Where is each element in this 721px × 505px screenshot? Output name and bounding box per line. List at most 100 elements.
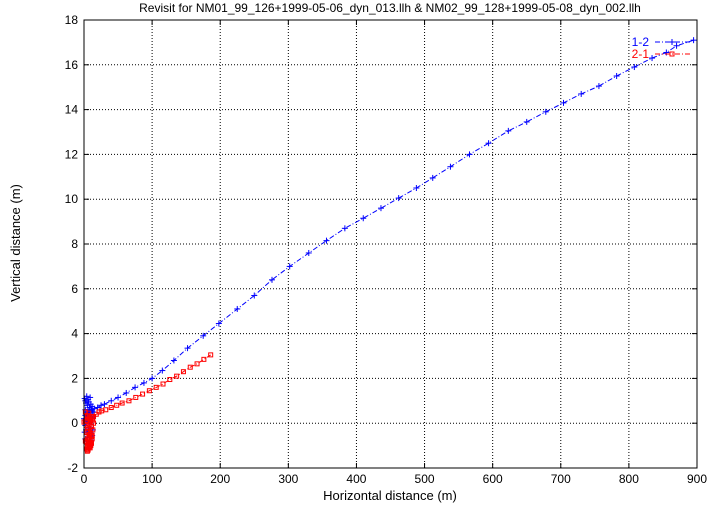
data-point xyxy=(560,99,567,106)
data-point xyxy=(523,118,530,125)
data-point xyxy=(160,381,166,387)
data-point xyxy=(153,384,159,390)
data-point xyxy=(413,185,420,191)
data-point xyxy=(89,403,96,410)
data-point xyxy=(184,345,191,352)
y-tick-label: 12 xyxy=(65,147,79,161)
y-axis-label: Vertical distance (m) xyxy=(8,184,23,302)
x-tick-label: 200 xyxy=(210,472,230,486)
data-point xyxy=(268,276,275,283)
data-point xyxy=(429,174,436,181)
data-point xyxy=(447,163,454,170)
legend-marker xyxy=(669,39,675,45)
grid xyxy=(83,19,698,469)
x-tick-label: 500 xyxy=(415,472,435,486)
tick-labels: 0 100 200 300 400 500 600 700 800 900-20246810121… xyxy=(65,13,708,486)
data-point xyxy=(200,332,207,339)
data-point xyxy=(323,237,330,244)
data-point xyxy=(305,249,312,256)
data-point xyxy=(140,379,147,386)
data-point xyxy=(360,215,367,222)
data-point xyxy=(133,394,139,400)
data-point xyxy=(146,388,152,394)
y-tick-label: 4 xyxy=(71,327,78,341)
series-1 xyxy=(81,37,697,422)
data-point xyxy=(201,356,207,362)
x-tick-label: 400 xyxy=(346,472,366,486)
y-tick-label: 6 xyxy=(71,282,78,296)
legend-label: 1-2 xyxy=(632,35,650,49)
x-tick-label: 900 xyxy=(687,472,707,486)
data-point xyxy=(251,292,258,299)
data-point xyxy=(377,205,384,212)
legend-marker xyxy=(669,51,675,57)
data-point xyxy=(101,401,108,408)
data-point xyxy=(234,305,241,312)
data-point xyxy=(395,195,402,202)
chart-title: Revisit for NM01_99_126+1999-05-06_dyn_0… xyxy=(139,1,641,15)
data-point xyxy=(595,83,602,90)
data-point xyxy=(87,394,94,401)
series-4 xyxy=(82,409,97,454)
data-point xyxy=(88,424,94,430)
x-tick-label: 600 xyxy=(483,472,503,486)
x-tick-label: 100 xyxy=(142,472,162,486)
data-point xyxy=(108,397,115,404)
data-point xyxy=(108,405,114,411)
data-point xyxy=(485,140,492,147)
series-layer xyxy=(81,37,697,454)
y-tick-label: 0 xyxy=(71,416,78,430)
data-point xyxy=(126,398,132,404)
data-point xyxy=(187,364,193,370)
y-tick-label: 2 xyxy=(71,371,78,385)
data-point xyxy=(649,55,656,62)
data-point xyxy=(114,402,120,408)
data-point xyxy=(123,389,130,396)
data-point xyxy=(466,151,473,158)
y-tick-label: 18 xyxy=(65,13,79,27)
data-point xyxy=(505,127,512,134)
data-point xyxy=(286,263,293,270)
data-point xyxy=(132,384,139,391)
y-tick-label: 8 xyxy=(71,237,78,251)
data-point xyxy=(87,441,93,447)
legend: 1-22-1 xyxy=(632,35,690,61)
y-tick-label: 14 xyxy=(65,103,79,117)
data-point xyxy=(159,367,166,374)
data-point xyxy=(341,225,348,232)
data-point xyxy=(86,445,92,451)
data-point xyxy=(542,108,549,115)
data-point xyxy=(208,352,214,358)
data-point xyxy=(149,375,156,382)
data-point xyxy=(140,391,146,397)
data-point xyxy=(631,64,638,71)
data-point xyxy=(194,361,200,367)
data-point xyxy=(84,448,90,454)
plot-frame xyxy=(83,19,698,469)
data-point xyxy=(103,407,109,413)
data-point xyxy=(83,393,90,400)
data-point xyxy=(115,394,122,401)
x-axis-label: Horizontal distance (m) xyxy=(323,488,457,503)
y-tick-label: -2 xyxy=(67,461,78,475)
x-tick-label: 700 xyxy=(551,472,571,486)
legend-label: 2-1 xyxy=(632,47,650,61)
data-point xyxy=(578,90,585,97)
y-tick-label: 16 xyxy=(65,58,79,72)
data-point xyxy=(119,400,125,406)
data-point xyxy=(215,320,222,327)
data-point xyxy=(174,373,180,379)
data-point xyxy=(690,37,697,44)
data-point xyxy=(180,369,186,375)
x-tick-label: 800 xyxy=(619,472,639,486)
data-point xyxy=(673,42,680,49)
data-point xyxy=(98,402,105,409)
data-point xyxy=(167,377,173,383)
data-point xyxy=(96,409,102,415)
data-point xyxy=(170,357,177,364)
y-tick-label: 10 xyxy=(65,192,79,206)
x-tick-label: 0 xyxy=(81,472,88,486)
x-tick-label: 300 xyxy=(278,472,298,486)
